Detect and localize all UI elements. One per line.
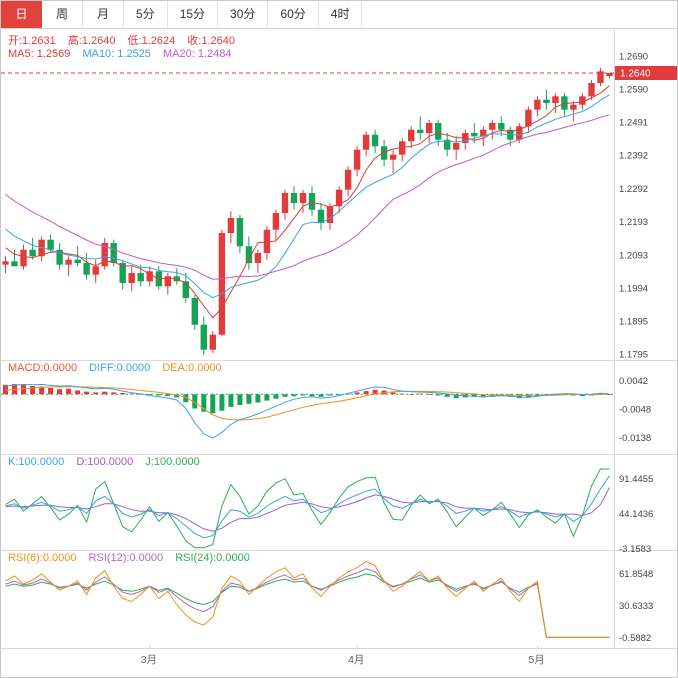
x-axis-label: 5月 <box>528 654 544 666</box>
y-axis-tick: 91.4455 <box>619 474 653 485</box>
y-axis-rsi: 61.8548 30.6333 -0.5882 <box>619 569 653 644</box>
tab-月[interactable]: 月 <box>83 1 124 28</box>
k-label: K:100.0000 <box>8 456 65 468</box>
y-axis-tick: 1.2392 <box>619 151 648 162</box>
ma10-label: MA10: 1.2525 <box>82 48 151 60</box>
y-axis-tick: -0.0138 <box>619 433 651 444</box>
y-axis-tick: 1.2193 <box>619 217 648 228</box>
rsi-lines <box>5 561 610 638</box>
y-axis-tick: 1.2093 <box>619 250 648 261</box>
ma20-label: MA20: 1.2484 <box>163 48 232 60</box>
x-axis-label: 4月 <box>348 654 364 666</box>
open-value: 开:1.2631 <box>8 35 56 47</box>
last-price-marker: 1.2640 <box>615 66 677 80</box>
low-value: 低:1.2624 <box>127 35 176 47</box>
y-axis-main: 1.2690 1.2590 1.2491 1.2392 1.2292 1.2193 1.20… <box>619 51 648 360</box>
macd-lines <box>5 383 610 439</box>
dea-label: DEA:0.0000 <box>162 362 222 374</box>
tab-5分[interactable]: 5分 <box>124 1 168 28</box>
ma5-label: MA5: 1.2569 <box>8 48 71 60</box>
y-axis-tick: 1.1795 <box>619 350 648 361</box>
rsi12-label: RSI(12):0.0000 <box>88 552 164 564</box>
kdj-lines <box>5 468 610 549</box>
candlestick-series <box>2 68 613 355</box>
tab-15分[interactable]: 15分 <box>168 1 219 28</box>
x-axis-labels: 3月 4月 5月 <box>141 645 545 666</box>
tab-周[interactable]: 周 <box>42 1 83 28</box>
rsi6-label: RSI(6):0.0000 <box>8 552 77 564</box>
ma-lines <box>5 85 610 319</box>
y-axis-tick: 1.2590 <box>619 85 648 96</box>
y-axis-kdj: 91.4455 44.1436 -3.1583 <box>619 474 653 555</box>
j-label: J:100.0000 <box>145 456 200 468</box>
y-axis-tick: -0.0048 <box>619 405 651 416</box>
y-axis-tick: 1.2690 <box>619 51 648 62</box>
kdj-header: K:100.0000 D:100.0000 J:100.0000 <box>8 456 209 468</box>
y-axis-macd: 0.0042 -0.0048 -0.0138 <box>619 376 651 444</box>
diff-label: DIFF:0.0000 <box>89 362 151 374</box>
y-axis-tick: 1.2491 <box>619 118 648 129</box>
y-axis-tick: 1.1994 <box>619 283 648 294</box>
last-price-value: 1.2640 <box>620 69 651 80</box>
close-value: 收:1.2640 <box>187 35 235 47</box>
y-axis-tick: 0.0042 <box>619 376 648 387</box>
rsi-header: RSI(6):0.0000 RSI(12):0.0000 RSI(24):0.0… <box>8 552 259 564</box>
x-axis-label: 3月 <box>141 654 157 666</box>
y-axis-tick: 61.8548 <box>619 569 653 580</box>
rsi24-label: RSI(24):0.0000 <box>175 552 250 564</box>
y-axis-tick: 44.1436 <box>619 509 653 520</box>
tab-日[interactable]: 日 <box>1 1 42 28</box>
y-axis-tick: -0.5882 <box>619 633 651 644</box>
macd-header: MACD:0.0000 DIFF:0.0000 DEA:0.0000 <box>8 362 231 374</box>
high-value: 高:1.2640 <box>67 35 116 47</box>
macd-label: MACD:0.0000 <box>8 362 78 374</box>
ohlc-header: 开:1.2631 高:1.2640 低:1.2624 收:1.2640 <box>8 32 244 48</box>
ma-header: MA5: 1.2569 MA10: 1.2525 MA20: 1.2484 <box>8 48 241 60</box>
tab-30分[interactable]: 30分 <box>218 1 269 28</box>
y-axis-tick: -3.1583 <box>619 544 651 555</box>
y-axis-tick: 1.1895 <box>619 316 648 327</box>
tab-4时[interactable]: 4时 <box>319 1 363 28</box>
period-toolbar: 日周月 5分 15分 30分 60分 4时 <box>1 1 677 29</box>
d-label: D:100.0000 <box>76 456 134 468</box>
y-axis-tick: 1.2292 <box>619 184 648 195</box>
y-axis-tick: 30.6333 <box>619 601 653 612</box>
tab-60分[interactable]: 60分 <box>268 1 319 28</box>
grid-lines <box>1 28 677 649</box>
